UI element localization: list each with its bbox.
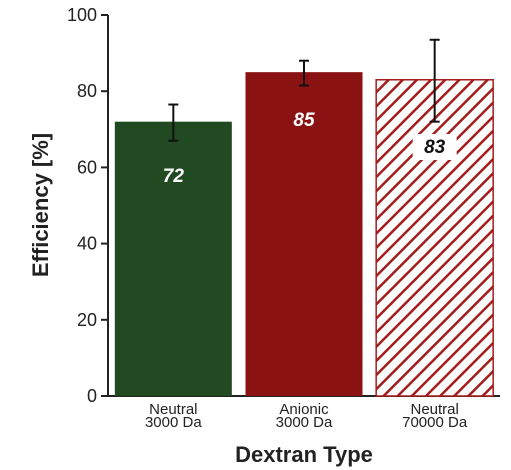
data-label: 72 [163,166,185,187]
y-tick-label: 100 [67,5,97,25]
y-axis-title: Efficiency [%] [28,133,53,277]
x-category-label: 70000 Da [402,414,468,431]
x-category-label: 3000 Da [145,414,202,431]
x-category-label: Anionic [279,401,329,418]
data-labels: 72 85 83 [163,110,457,187]
bar [375,79,494,397]
error-bars [168,38,440,142]
y-tick-label: 60 [77,157,97,177]
x-category-label: 3000 Da [276,414,333,431]
x-category-label: Neutral [410,401,458,418]
data-label-background [412,134,457,160]
bar [245,72,363,397]
x-axis-title: Dextran Type [235,442,373,467]
data-label: 85 [293,110,315,131]
y-tick-label: 80 [77,81,97,101]
bar [114,121,232,397]
data-label: 83 [424,137,446,158]
y-axis-ticks: 0 20 40 60 80 100 [67,5,108,406]
y-tick-label: 40 [77,234,97,254]
y-tick-label: 0 [87,386,97,406]
x-category-label: Neutral [149,401,197,418]
bars [114,72,494,397]
y-tick-label: 20 [77,310,97,330]
